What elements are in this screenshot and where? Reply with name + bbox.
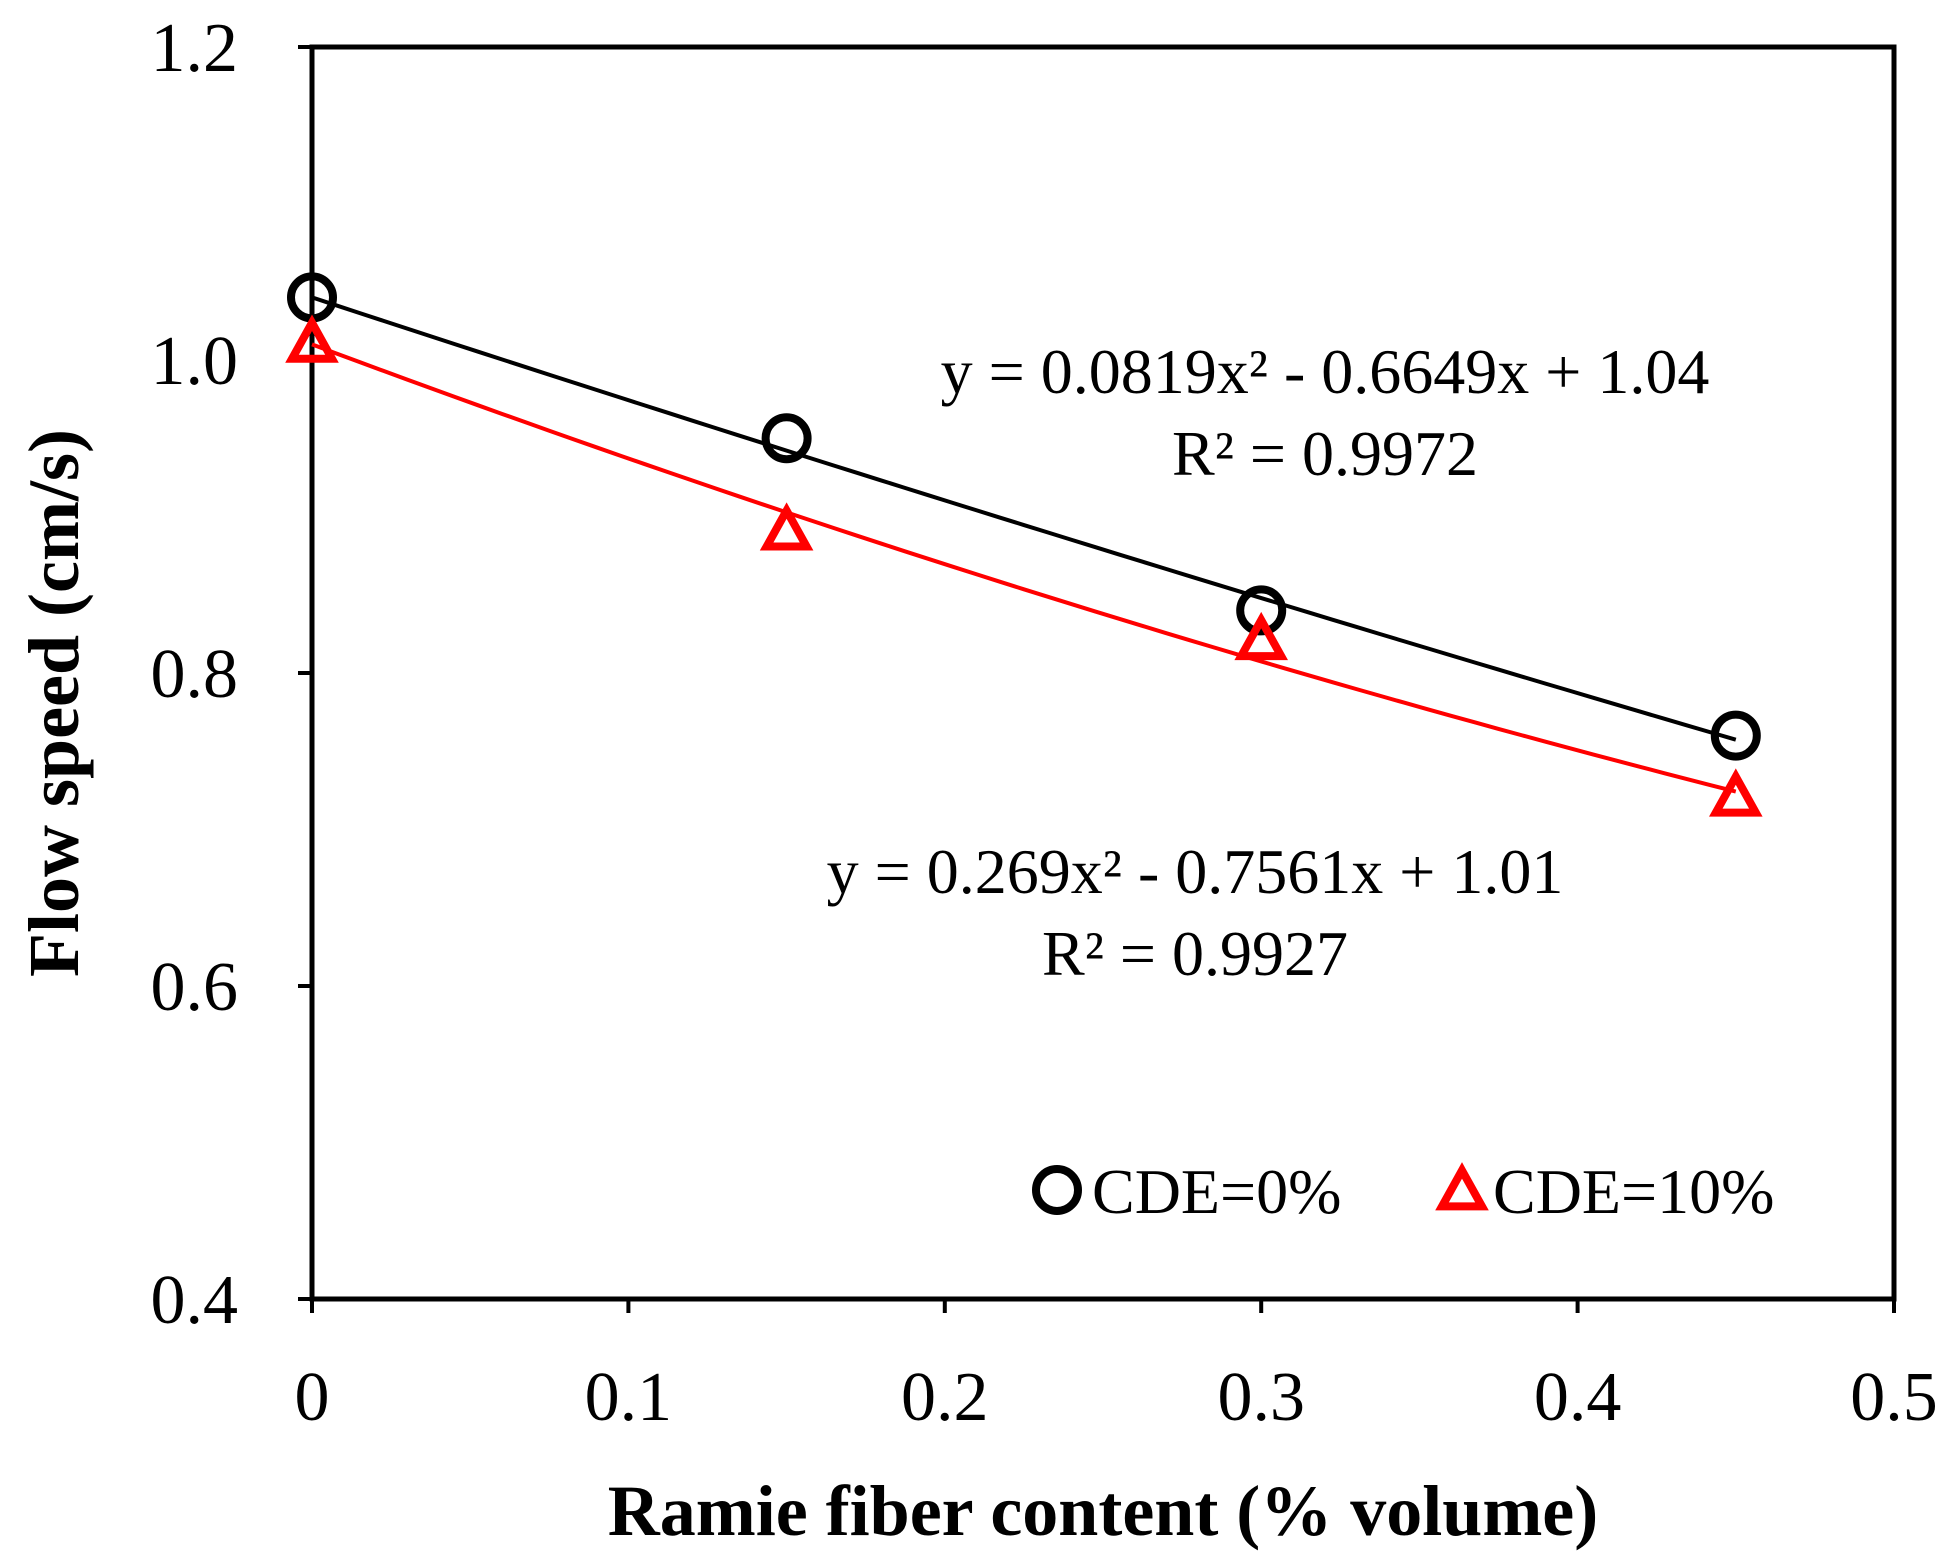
- data-point-cde-10: [1709, 768, 1763, 817]
- data-point-cde-0: [1710, 710, 1761, 761]
- x-tick-label: 0.5: [1850, 1359, 1938, 1436]
- x-axis-title: Ramie fiber content (% volume): [608, 1471, 1598, 1551]
- trendline-cde-10: [311, 342, 1737, 794]
- data-point-cde-0: [761, 413, 812, 464]
- trendline-r-squared: R² = 0.9927: [1042, 918, 1348, 989]
- trendline-cde-0: [311, 295, 1737, 742]
- y-tick-label: 0.6: [151, 949, 239, 1026]
- legend-label-cde-0: CDE=0%: [1092, 1156, 1341, 1227]
- y-tick-label: 0.8: [151, 636, 239, 713]
- y-tick-label: 1.2: [151, 10, 239, 87]
- x-tick-label: 0.3: [1217, 1359, 1305, 1436]
- x-tick-label: 0.4: [1534, 1359, 1622, 1436]
- legend-marker-cde-10: [1435, 1162, 1489, 1211]
- x-tick-label: 0.2: [901, 1359, 989, 1436]
- data-point-cde-10: [759, 502, 814, 551]
- plot-frame: [309, 44, 1897, 1302]
- trendline-equation: y = 0.269x² - 0.7561x + 1.01: [827, 836, 1564, 907]
- legend-label-cde-10: CDE=10%: [1493, 1156, 1774, 1227]
- y-axis-title: Flow speed (cm/s): [14, 429, 94, 977]
- plot-area: 0 0.1 0.2 0.3 0.4 0.5 0.4 0.6 0.8 1.0 1.2 Ramie fib…: [14, 10, 1938, 1551]
- data-point-cde-0: [1236, 585, 1287, 636]
- trendline-equation: y = 0.0819x² - 0.6649x + 1.04: [941, 336, 1710, 407]
- data-point-cde-10: [1234, 611, 1288, 661]
- x-tick-label: 0: [295, 1359, 330, 1436]
- legend-marker-cde-0: [1032, 1165, 1082, 1215]
- trendline-r-squared: R² = 0.9972: [1172, 418, 1478, 489]
- y-tick-label: 1.0: [151, 323, 239, 400]
- data-point-cde-10: [285, 314, 339, 363]
- y-tick-label: 0.4: [151, 1262, 239, 1339]
- x-tick-label: 0.1: [585, 1359, 673, 1436]
